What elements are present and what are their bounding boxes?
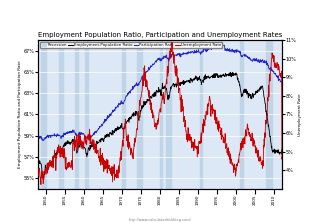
- Bar: [122, 40, 125, 189]
- Bar: [41, 40, 46, 189]
- Y-axis label: Unemployment Rate: Unemployment Rate: [298, 93, 302, 136]
- Bar: [85, 40, 88, 189]
- Bar: [266, 40, 272, 189]
- Bar: [137, 40, 142, 189]
- Y-axis label: Employment Population Ratio and Participation Rate: Employment Population Ratio and Particip…: [18, 61, 22, 168]
- Bar: [160, 40, 162, 189]
- Legend: Recession, Employment-Population Ratio, Participation Rate, Unemployment Rate: Recession, Employment-Population Ratio, …: [40, 42, 222, 48]
- Bar: [166, 40, 171, 189]
- Bar: [59, 40, 63, 189]
- Title: Employment Population Ratio, Participation and Unemployment Rates: Employment Population Ratio, Participati…: [38, 32, 282, 38]
- Text: http://www.calculatedriskblog.com/: http://www.calculatedriskblog.com/: [129, 218, 191, 222]
- Bar: [200, 40, 203, 189]
- Bar: [240, 40, 243, 189]
- Bar: [75, 40, 78, 189]
